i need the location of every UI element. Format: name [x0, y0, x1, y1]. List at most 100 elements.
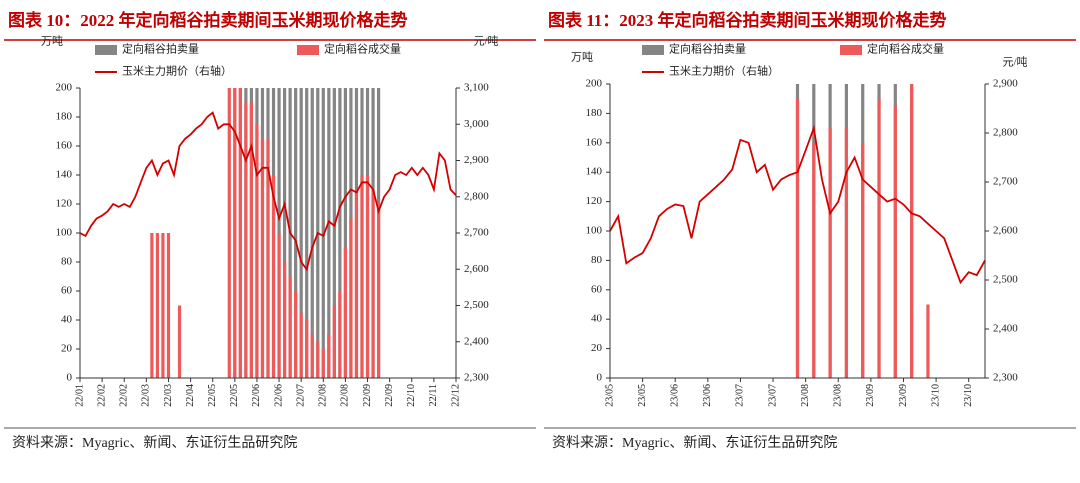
bar [233, 88, 237, 378]
x-tick-label: 22/04 [185, 384, 196, 407]
y-tick-label: 100 [586, 225, 603, 237]
x-tick-label: 22/03 [163, 384, 174, 407]
bar [349, 218, 353, 378]
y2-tick-label: 2,700 [993, 176, 1018, 188]
x-tick-label: 22/12 [450, 384, 461, 407]
y2-unit: 元/吨 [1002, 56, 1027, 69]
y2-tick-label: 2,900 [464, 154, 489, 166]
y-tick-label: 40 [61, 314, 73, 326]
y-tick-label: 60 [591, 283, 603, 295]
bar [343, 88, 348, 378]
source: 资料来源：Myagric、新闻、东证衍生品研究院 [552, 435, 837, 451]
bar [861, 142, 865, 378]
x-tick-label: 22/01 [74, 384, 85, 407]
bar [332, 88, 336, 378]
y-tick-label: 120 [56, 198, 73, 210]
x-tick-label: 22/10 [406, 384, 417, 407]
x-tick-label: 22/08 [340, 384, 351, 407]
bar [244, 102, 248, 378]
y2-tick-label: 2,400 [993, 323, 1018, 335]
bar [321, 88, 325, 378]
x-tick-label: 22/09 [384, 384, 395, 407]
chart-title: 图表 11：2023 年定向稻谷拍卖期间玉米期现价格走势 [548, 10, 947, 30]
bar [294, 88, 298, 378]
bar [260, 138, 265, 378]
price-line [79, 111, 457, 272]
bar [277, 233, 281, 378]
y2-tick-label: 2,300 [993, 372, 1018, 384]
bar [299, 312, 303, 378]
x-tick-label: 22/11 [428, 384, 439, 406]
bar [288, 276, 292, 378]
bar [282, 262, 287, 378]
y2-tick-label: 2,300 [464, 372, 489, 384]
y2-tick-label: 2,500 [993, 274, 1018, 286]
bar [316, 341, 320, 378]
bar [255, 124, 259, 378]
x-tick-label: 22/07 [295, 384, 306, 407]
y-tick-label: 20 [591, 342, 603, 354]
bar [893, 106, 897, 379]
bar [305, 320, 309, 378]
bar [166, 233, 171, 378]
x-tick-label: 23/06 [670, 384, 681, 407]
x-tick-label: 23/09 [898, 384, 909, 407]
bar [360, 175, 364, 378]
x-tick-label: 23/06 [702, 384, 713, 407]
y-tick-label: 80 [61, 256, 73, 268]
bar [266, 138, 270, 378]
x-tick-label: 23/10 [963, 384, 974, 407]
y-tick-label: 140 [56, 169, 73, 181]
source: 资料来源：Myagric、新闻、东证衍生品研究院 [12, 435, 297, 451]
bar [910, 84, 914, 378]
legend-label: 定向稻谷成交量 [867, 42, 944, 56]
bar [327, 88, 331, 378]
chart-title: 图表 10：2022 年定向稻谷拍卖期间玉米期现价格走势 [8, 10, 408, 30]
y2-tick-label: 3,100 [464, 82, 489, 94]
bar [376, 204, 381, 378]
x-tick-label: 23/05 [637, 384, 648, 407]
x-tick-label: 22/02 [119, 384, 130, 407]
x-tick-label: 22/08 [318, 384, 329, 407]
bar [150, 233, 154, 378]
y-tick-label: 200 [586, 78, 603, 90]
x-tick-label: 22/05 [229, 384, 240, 407]
x-tick-label: 23/05 [604, 384, 615, 407]
y-tick-label: 160 [586, 136, 603, 148]
bar [271, 175, 276, 378]
bar [343, 247, 348, 378]
y2-unit: 元/吨 [473, 35, 498, 48]
x-tick-label: 23/07 [767, 384, 778, 407]
bar [177, 305, 182, 378]
y2-tick-label: 2,400 [464, 335, 489, 347]
legend-swatch [642, 45, 664, 55]
y-unit: 万吨 [571, 51, 593, 64]
bar [338, 88, 342, 378]
bar [299, 88, 303, 378]
legend-label: 定向稻谷拍卖量 [669, 42, 746, 56]
price-line [609, 124, 986, 285]
bar [282, 88, 287, 378]
x-tick-label: 23/10 [930, 384, 941, 407]
bar [795, 98, 800, 378]
bar [371, 189, 375, 378]
y2-tick-label: 3,000 [464, 118, 489, 130]
y2-tick-label: 2,800 [464, 190, 489, 202]
y-tick-label: 20 [61, 343, 73, 355]
bar [354, 189, 359, 378]
x-tick-label: 22/09 [362, 384, 373, 407]
y-tick-label: 160 [56, 140, 73, 152]
bar [327, 334, 331, 378]
x-tick-label: 23/08 [833, 384, 844, 407]
bar [926, 304, 930, 378]
bar [828, 128, 832, 378]
legend-label: 玉米主力期价（右轴） [669, 64, 779, 78]
legend-swatch [95, 45, 117, 55]
y-tick-label: 100 [56, 227, 73, 239]
y-tick-label: 180 [56, 111, 73, 123]
bar [321, 349, 325, 378]
bar [365, 175, 370, 378]
legend-label: 定向稻谷成交量 [324, 42, 401, 56]
x-tick-label: 22/02 [96, 384, 107, 407]
